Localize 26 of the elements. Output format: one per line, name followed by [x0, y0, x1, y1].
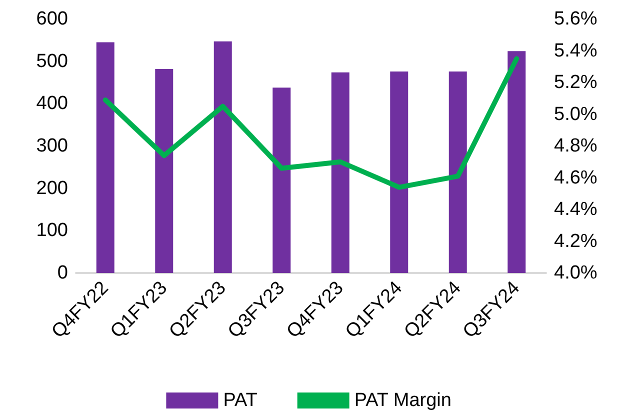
- y2-tick-label: 4.2%: [554, 230, 598, 252]
- y2-tick-label: 4.4%: [554, 199, 598, 220]
- y-tick-label: 0: [57, 262, 68, 284]
- y-tick-label: 600: [36, 8, 68, 30]
- y2-tick-label: 5.0%: [554, 104, 598, 125]
- bar: [448, 71, 467, 273]
- y2-tick-label: 5.2%: [554, 72, 598, 93]
- bar: [331, 72, 350, 273]
- bar: [508, 51, 526, 273]
- y2-tick-label: 4.0%: [554, 262, 598, 284]
- y2-tick-label: 5.4%: [554, 40, 598, 62]
- y2-tick-label: 5.6%: [554, 8, 598, 30]
- bar: [214, 41, 232, 273]
- y-tick-label: 100: [36, 220, 68, 242]
- y-tick-label: 200: [36, 178, 68, 199]
- legend-label: PAT Margin: [354, 390, 452, 411]
- bar: [96, 42, 114, 273]
- y-tick-label: 300: [36, 136, 68, 156]
- y2-tick-label: 4.8%: [554, 136, 598, 156]
- bar: [155, 68, 174, 273]
- legend-label: PAT: [223, 390, 258, 411]
- bar: [272, 88, 291, 273]
- y-tick-label: 400: [36, 93, 68, 114]
- bar: [390, 71, 408, 273]
- y2-tick-label: 4.6%: [554, 167, 598, 188]
- y-tick-label: 500: [36, 50, 68, 72]
